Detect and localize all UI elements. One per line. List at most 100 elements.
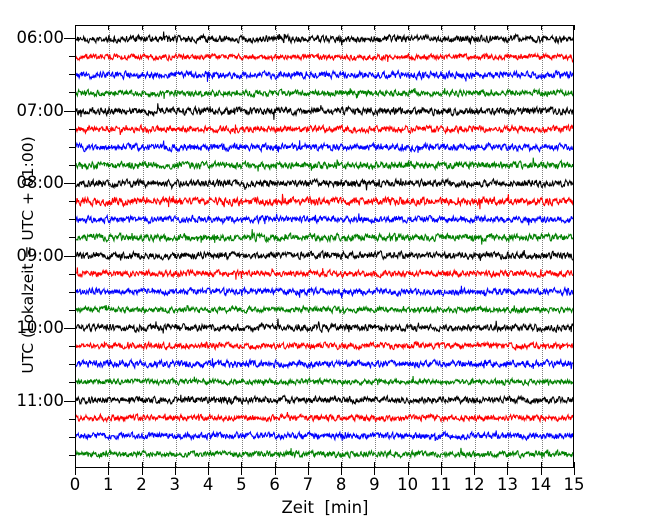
gridline-vertical <box>342 26 344 467</box>
y-axis-tick-label: 07:00 <box>16 100 64 120</box>
x-axis-top-tick <box>274 25 276 30</box>
y-axis-tick-mark <box>64 255 75 257</box>
seismogram-trace <box>76 395 573 405</box>
y-axis-tick-label: 09:00 <box>16 245 64 265</box>
seismogram-trace <box>76 125 573 135</box>
x-axis-tick-mark <box>574 468 575 475</box>
x-axis-tick-label: 2 <box>136 475 147 494</box>
x-axis-top-tick <box>540 25 542 30</box>
x-axis-tick-label: 4 <box>202 475 214 494</box>
seismogram-trace <box>76 71 573 82</box>
x-axis-tick-label: 15 <box>563 475 585 494</box>
gridline-vertical <box>142 26 144 467</box>
seismogram-trace <box>76 88 573 99</box>
y-axis-minor-tick <box>69 219 75 221</box>
seismogram-trace <box>76 412 573 421</box>
x-axis-tick-label: 13 <box>496 475 518 494</box>
y-axis-tick-mark <box>64 183 75 185</box>
gridline-vertical <box>475 26 477 467</box>
gridline-vertical <box>209 26 211 467</box>
x-axis-top-tick <box>108 25 110 30</box>
y-axis-minor-tick <box>69 128 75 130</box>
x-axis-tick-mark-inner <box>341 462 343 468</box>
y-axis-tick-mark <box>64 38 75 39</box>
seismogram-trace <box>76 286 573 299</box>
y-axis-tick-mark <box>64 400 75 402</box>
x-axis-tick-mark-inner <box>474 462 476 468</box>
x-axis-tick-mark <box>108 468 110 475</box>
x-axis-top-tick <box>141 25 143 30</box>
x-axis-top-tick <box>174 25 176 30</box>
x-axis-top-tick <box>374 25 376 30</box>
x-axis-tick-mark <box>241 468 243 475</box>
x-axis-tick-mark-inner <box>507 462 509 468</box>
x-axis-tick-label: 0 <box>69 475 81 494</box>
gridline-vertical <box>308 26 310 467</box>
y-axis-minor-tick <box>69 309 75 311</box>
y-axis-tick-label: 08:00 <box>16 172 64 192</box>
x-axis-label: Zeit [min] <box>281 498 369 517</box>
x-axis-tick-label: 6 <box>269 475 280 494</box>
y-axis-tick-mark <box>64 110 75 112</box>
x-axis-tick-mark-inner <box>540 462 542 468</box>
y-axis-tick-mark <box>64 328 75 330</box>
x-axis-tick-mark <box>374 468 376 475</box>
y-axis-minor-tick <box>69 237 75 239</box>
x-axis-tick-mark <box>307 468 309 475</box>
y-axis-minor-tick <box>69 146 75 148</box>
x-axis-tick-label: 7 <box>302 475 314 494</box>
x-axis-tick-mark-inner <box>174 462 176 468</box>
x-axis-tick-mark-inner <box>274 462 276 468</box>
x-axis-tick-mark <box>474 468 476 475</box>
seismogram-trace <box>76 194 573 209</box>
x-axis-top-tick <box>307 25 309 30</box>
x-axis-tick-mark-inner <box>141 462 143 468</box>
seismogram-trace <box>76 140 573 153</box>
x-axis-top-tick <box>440 25 442 30</box>
seismogram-trace <box>76 358 573 369</box>
x-axis-tick-mark <box>174 468 176 475</box>
gridline-vertical <box>508 26 510 467</box>
x-axis-top-tick <box>507 25 509 30</box>
y-axis-minor-tick <box>69 382 75 384</box>
x-axis-tick-label: 14 <box>530 475 552 494</box>
gridline-vertical <box>242 26 244 467</box>
x-axis-top-tick <box>241 25 243 30</box>
seismogram-trace <box>76 213 573 225</box>
x-axis-tick-mark <box>540 468 542 475</box>
seismogram-trace <box>76 342 573 351</box>
x-axis-tick-label: 9 <box>369 475 380 494</box>
y-axis-minor-tick <box>69 273 75 275</box>
y-axis-minor-tick <box>69 346 75 348</box>
x-axis-tick-mark <box>507 468 509 475</box>
x-axis-tick-mark <box>440 468 442 475</box>
seismogram-trace <box>76 229 573 244</box>
x-axis-tick-label: 10 <box>397 475 419 494</box>
seismogram-trace <box>76 448 573 459</box>
x-axis-tick-mark-inner <box>307 462 309 468</box>
x-axis-tick-label: 12 <box>463 475 485 494</box>
x-axis-tick-label: 8 <box>335 475 347 494</box>
x-axis-tick-mark-inner <box>440 462 442 468</box>
x-axis-tick-mark <box>208 468 210 475</box>
x-axis-tick-mark <box>341 468 343 475</box>
gridline-vertical <box>109 26 111 467</box>
y-axis-minor-tick <box>69 291 75 293</box>
seismogram-trace <box>76 376 573 386</box>
seismogram-trace <box>76 319 573 334</box>
x-axis-tick-mark-inner <box>208 462 210 468</box>
y-axis-minor-tick <box>69 56 75 58</box>
gridline-vertical <box>541 26 543 467</box>
y-axis-tick-label: 10:00 <box>16 317 64 337</box>
gridline-vertical <box>175 26 177 467</box>
x-axis-top-tick <box>75 25 76 30</box>
x-axis-tick-mark-inner <box>241 462 243 468</box>
gridline-vertical <box>375 26 377 467</box>
x-axis-tick-mark-inner <box>574 462 575 468</box>
gridline-vertical <box>408 26 410 467</box>
x-axis-tick-label: 3 <box>169 475 181 494</box>
seismogram-trace <box>76 250 573 261</box>
y-axis-minor-tick <box>69 201 75 203</box>
seismogram-trace <box>76 103 573 120</box>
